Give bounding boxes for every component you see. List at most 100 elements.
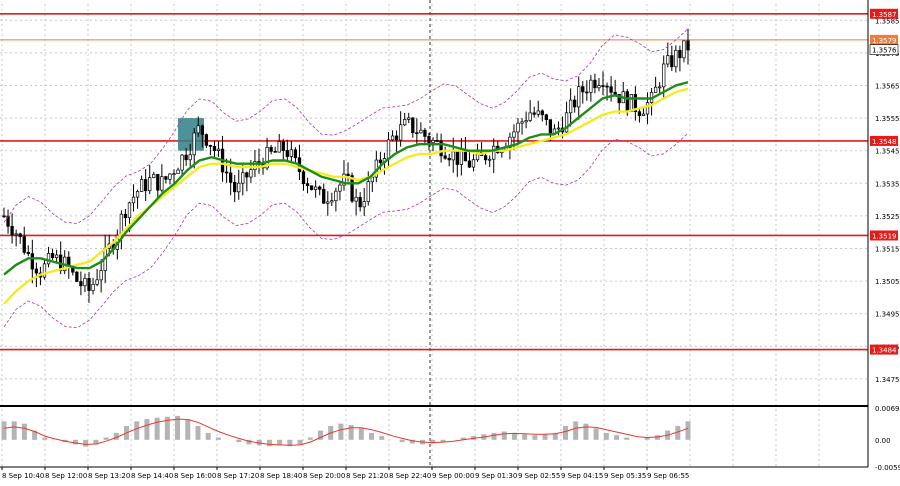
candle-body (95, 279, 99, 285)
candle-body (540, 110, 544, 116)
candle-body (273, 151, 277, 153)
x-tick-label: 9 Sep 06:55 (647, 472, 689, 480)
candle-body (269, 147, 273, 152)
candle-body (148, 177, 152, 192)
candle-body (346, 173, 350, 176)
candle-body (354, 196, 358, 202)
candle-body (204, 134, 209, 146)
candle-body (581, 86, 585, 93)
candle-body (613, 91, 617, 95)
candle-body (14, 233, 18, 236)
y-tick-label: 1.3535 (875, 180, 900, 188)
candle-body (536, 110, 540, 115)
candle-body (71, 267, 75, 273)
candle-body (168, 173, 172, 180)
level-tag (870, 8, 898, 19)
candle-body (326, 201, 330, 204)
candle-body (451, 151, 455, 161)
level-tag-label: 1.3484 (872, 347, 897, 355)
moving-average-yellow (3, 87, 689, 305)
candle-body (233, 181, 237, 193)
current-price-tag (869, 44, 899, 55)
candle-body (471, 159, 476, 168)
y-tick-label: 1.3525 (875, 213, 900, 221)
x-tick-label: 9 Sep 04:15 (561, 472, 603, 480)
candle-body (593, 79, 597, 89)
candle-body (407, 117, 411, 120)
candle-body (443, 155, 447, 159)
candle-body (2, 215, 6, 218)
candle-body (265, 147, 269, 169)
candle-body (241, 172, 245, 184)
candle-body (508, 136, 512, 148)
candle-body (289, 149, 294, 157)
candle-body (253, 161, 257, 171)
y-tick-label: 1.3545 (875, 148, 900, 156)
band-lower-line (3, 132, 689, 329)
candle-body (463, 150, 468, 162)
oscillator-tick-label: 0.00 (875, 437, 891, 445)
candle-body (338, 184, 342, 192)
candle-body (144, 179, 148, 192)
candle-body (188, 154, 192, 161)
candle-body (358, 196, 362, 208)
y-tick-label: 1.3515 (875, 246, 900, 254)
candle-body (318, 186, 322, 190)
level-tag-label: 1.3587 (872, 11, 897, 19)
candle-body (601, 85, 605, 87)
candle-body (597, 85, 601, 89)
oscillator-tick-label: -0.0059 (875, 464, 900, 472)
candle-body (366, 181, 370, 202)
candle-body (678, 49, 682, 59)
candle-body (184, 154, 188, 161)
candle-body (370, 176, 374, 183)
candle-body (390, 135, 395, 141)
candle-body (342, 173, 346, 186)
candle-body (564, 112, 569, 133)
x-tick-label: 8 Sep 20:00 (303, 472, 345, 480)
candle-body (609, 86, 613, 93)
candle-body (459, 150, 463, 165)
candle-body (411, 117, 415, 134)
highlight-zone (178, 118, 204, 151)
candle-body (577, 86, 581, 108)
candle-body (160, 176, 164, 191)
x-tick-label: 8 Sep 12:00 (45, 472, 87, 480)
candle-body (313, 186, 318, 190)
candle-body (22, 236, 26, 253)
x-tick-label: 8 Sep 21:20 (346, 472, 388, 480)
candle-body (212, 146, 217, 151)
oscillator-tick-label: 0.0069 (875, 405, 900, 413)
y-tick-label: 1.3565 (875, 83, 900, 91)
y-tick-label: 1.3505 (875, 278, 900, 286)
candle-body (467, 160, 472, 168)
candle-body (658, 86, 662, 89)
level-tag (870, 135, 898, 146)
candle-body (301, 171, 306, 184)
candle-body (237, 182, 241, 193)
candle-body (305, 183, 310, 187)
candle-body (568, 99, 573, 114)
candle-body (87, 277, 91, 291)
candle-body (641, 113, 646, 116)
candle-body (528, 112, 532, 121)
candle-body (75, 271, 79, 282)
candle-body (666, 55, 670, 65)
candle-body (439, 140, 443, 157)
candle-body (26, 252, 30, 254)
candle-body (334, 190, 338, 201)
x-tick-label: 9 Sep 02:55 (518, 472, 560, 480)
candle-body (50, 253, 55, 259)
x-tick-label: 9 Sep 01:30 (475, 472, 517, 480)
x-tick-label: 8 Sep 22:40 (389, 472, 431, 480)
candle-body (281, 141, 285, 151)
candle-body (83, 277, 87, 287)
candle-body (589, 79, 593, 93)
candle-body (605, 85, 609, 88)
candle-body (245, 172, 249, 178)
x-tick-label: 8 Sep 10:40 (2, 472, 44, 480)
x-tick-label: 8 Sep 16:00 (174, 472, 216, 480)
candle-body (670, 55, 674, 68)
